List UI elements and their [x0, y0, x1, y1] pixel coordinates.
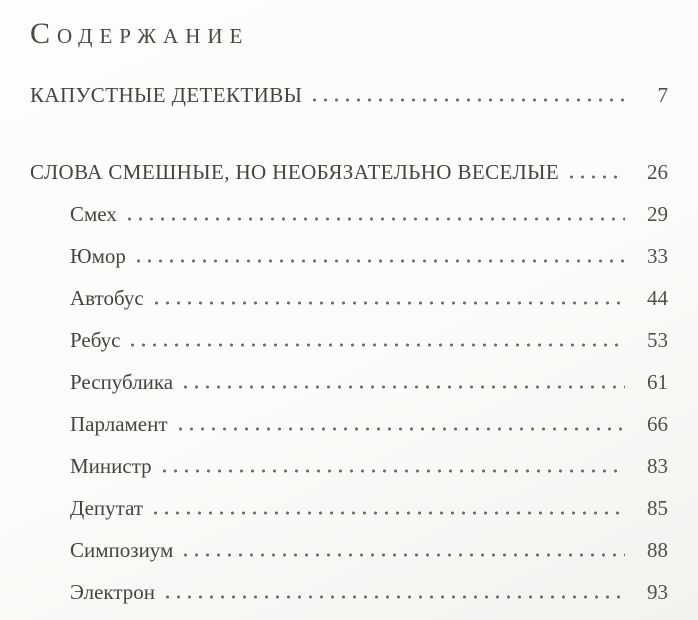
- toc-entry: СЛОВА СМЕШНЫЕ, НО НЕОБЯЗАТЕЛЬНО ВЕСЕЛЫЕ …: [30, 151, 668, 193]
- dot-leader: [174, 427, 625, 431]
- toc-entry-page: 66: [647, 412, 668, 436]
- toc-entry-label: Парламент: [70, 412, 168, 436]
- toc-entry: Министр 83: [30, 445, 668, 487]
- toc-entry-page: 83: [647, 454, 668, 478]
- toc-entry: Юмор 33: [30, 235, 668, 277]
- dot-leader: [309, 98, 625, 102]
- toc-entry-label: КАПУСТНЫЕ ДЕТЕКТИВЫ: [30, 83, 303, 107]
- toc-entry-page: 61: [647, 370, 668, 394]
- toc-entry-label: Симпозиум: [70, 538, 174, 562]
- toc-entry-label: Электрон: [70, 580, 155, 604]
- toc-entry-label: Республика: [70, 370, 174, 394]
- toc-entry: Республика 61: [30, 361, 668, 403]
- toc-entry: Автобус 44: [30, 277, 668, 319]
- dot-leader: [566, 175, 625, 179]
- toc-entry-label: Смех: [70, 202, 117, 226]
- toc-entry-label: Ребус: [70, 328, 121, 352]
- dot-leader: [150, 511, 625, 515]
- toc-entry: Смех 29: [30, 193, 668, 235]
- page-title: Содержание: [30, 17, 250, 50]
- dot-leader: [123, 217, 625, 221]
- toc-entry-page: 26: [647, 160, 668, 184]
- dot-leader: [150, 301, 625, 305]
- toc-entry-page: 93: [647, 580, 668, 604]
- dot-leader: [127, 343, 625, 347]
- toc-entry: КАПУСТНЫЕ ДЕТЕКТИВЫ 7: [30, 74, 668, 116]
- toc-entry: Депутат 85: [30, 487, 668, 529]
- table-of-contents: КАПУСТНЫЕ ДЕТЕКТИВЫ 7 СЛОВА СМЕШНЫЕ, НО …: [30, 74, 668, 613]
- toc-entry-label: СЛОВА СМЕШНЫЕ, НО НЕОБЯЗАТЕЛЬНО ВЕСЕЛЫЕ: [30, 160, 560, 184]
- toc-entry-page: 44: [647, 286, 668, 310]
- dot-leader: [180, 553, 625, 557]
- toc-entry-page: 88: [647, 538, 668, 562]
- toc-entry-label: Юмор: [70, 244, 126, 268]
- dot-leader: [180, 385, 625, 389]
- dot-leader: [158, 469, 625, 473]
- toc-entry-page: 33: [647, 244, 668, 268]
- toc-entry-label: Депутат: [70, 496, 144, 520]
- toc-entry: Ребус 53: [30, 319, 668, 361]
- toc-entry: Парламент 66: [30, 403, 668, 445]
- toc-entry-page: 29: [647, 202, 668, 226]
- toc-entry-label: Автобус: [70, 286, 144, 310]
- toc-entry: Электрон 93: [30, 571, 668, 613]
- toc-entry-page: 7: [657, 83, 669, 107]
- toc-entry-label: Министр: [70, 454, 152, 478]
- dot-leader: [132, 259, 625, 263]
- dot-leader: [161, 595, 625, 599]
- toc-entry: Симпозиум 88: [30, 529, 668, 571]
- toc-entry-page: 85: [647, 496, 668, 520]
- toc-entry-page: 53: [647, 328, 668, 352]
